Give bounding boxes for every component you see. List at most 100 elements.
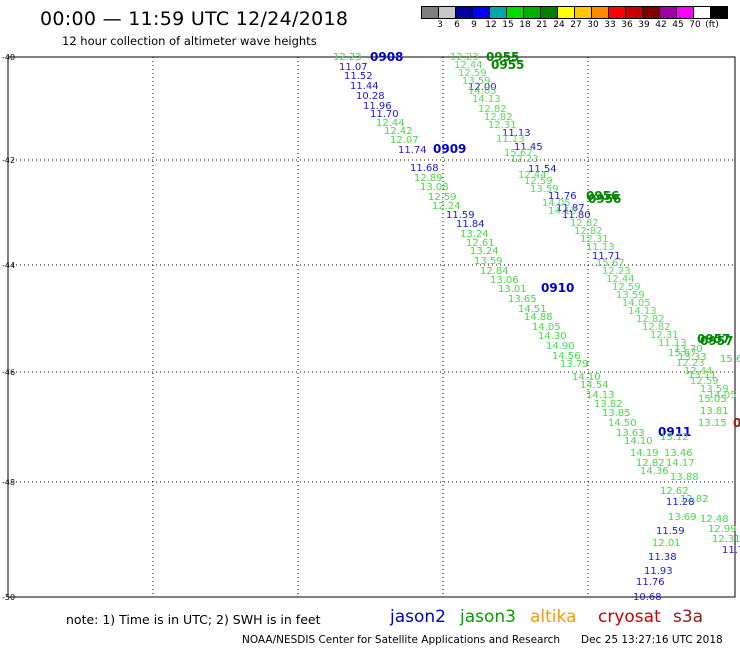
swh-value-cluster: 12.23 [510,154,539,165]
swh-value: 11.59 [656,526,685,537]
swh-value: 12.48 [700,514,729,525]
swh-value-cluster: 12.59 [690,376,719,387]
footer-timestamp: Dec 25 13:27:16 UTC 2018 [581,634,723,646]
color-scale-unit: (ft) [705,20,719,30]
pass-label: 0 [733,416,740,430]
swh-value: 12.07 [390,135,419,146]
swh-value: 12.24 [432,201,461,212]
pass-label: 0955 [486,50,519,64]
swh-value: 13.79 [560,359,589,370]
swh-value: 13.46 [664,448,693,459]
legend-jason3: jason3 [460,607,516,627]
color-scale-labels: 3 6 9 12 15 18 21 24 27 30 33 36 39 42 45 70 (ft) [422,19,728,31]
swh-value: 12.31 [712,534,740,545]
color-scale-label: 39 [638,20,650,30]
swh-value: 14.10 [624,436,653,447]
swh-value: 11.45 [514,142,543,153]
swh-value: 10.28 [356,91,385,102]
swh-value-cluster: 12.82 [574,226,603,237]
swh-value: 12.61 [466,238,495,249]
swh-value-cluster: 15.67 [504,148,533,159]
map-frame [7,56,736,598]
lat-label: -46 [2,368,15,377]
swh-value: 13.06 [490,275,519,286]
swh-value-cluster: 12.44 [518,170,547,181]
swh-value: 12.01 [652,538,681,549]
swh-value: 11.76 [548,191,577,202]
swh-value: 12.23 [333,52,362,63]
swh-value: 14.13 [586,390,615,401]
swh-value: 10.68 [633,592,662,603]
swh-value: 11.07 [339,62,368,73]
swh-value: 12.62 [660,486,689,497]
color-scale-label: 9 [471,20,477,30]
swh-value: 12.99 [708,524,737,535]
color-scale-label: 42 [655,20,667,30]
color-scale-label: 3 [437,20,443,30]
footer-note: note: 1) Time is in UTC; 2) SWH is in fe… [66,612,321,627]
pass-label: 0957 [697,332,730,346]
swh-value-cluster: 12.82 [570,218,599,229]
swh-value: 11.96 [363,101,392,112]
swh-value: 14.56 [552,351,581,362]
swh-value: 13.59 [474,256,503,267]
swh-value: 14.19 [630,448,659,459]
color-scale-label: 30 [587,20,599,30]
swh-value-cluster: 14.13 [548,206,577,217]
swh-value: 13.88 [670,472,699,483]
color-scale-label: 12 [485,20,497,30]
swh-value: 11.80 [562,210,591,221]
swh-value: 13.65 [508,294,537,305]
legend-s3a: s3a [673,607,704,627]
swh-value: 12.59 [428,192,457,203]
map-grid [7,56,736,598]
map-subtitle: 12 hour collection of altimeter wave hei… [62,34,317,48]
swh-value: 11.7 [722,545,740,556]
pass-label: 0955 [491,58,524,72]
color-scale-label: 33 [604,20,616,30]
swh-value: 12.84 [480,266,509,277]
swh-value-cluster: 13.59 [616,290,645,301]
swh-value-cluster: 12.82 [478,104,507,115]
swh-value: 13.70 [674,344,703,355]
swh-value: 11.84 [456,219,485,230]
color-scale-swatches [421,6,728,19]
swh-value-cluster: 14.13 [628,306,657,317]
swh-value: 11.52 [344,71,373,82]
lat-label: -42 [2,156,15,165]
swh-value: 14.05 [532,322,561,333]
swh-value-cluster: 12.23 [676,358,705,369]
swh-value: 12.82 [680,494,709,505]
swh-value: 15.05 [698,394,727,405]
swh-value: 11.13 [502,128,531,139]
pass-label: 0908 [370,50,403,64]
lat-label: -40 [2,53,15,62]
swh-value: 14.88 [524,312,553,323]
swh-value: 13.08 [420,182,449,193]
pass-label: 0910 [541,281,574,295]
altimeter-tracks: 0908090909100911095509550956095609570957… [333,50,740,603]
swh-value: 14.30 [538,331,567,342]
swh-value: 13.12 [660,432,689,443]
pass-label: 0909 [433,142,466,156]
color-scale-label: 21 [536,20,548,30]
swh-value-cluster: 12.44 [606,274,635,285]
swh-value-cluster: 14.05 [468,86,497,97]
swh-value-cluster: 12.23 [450,52,479,63]
swh-value: 13.11 [688,370,717,381]
swh-value-cluster: 12.44 [454,60,483,71]
swh-value: 12.82 [636,458,665,469]
map-axis-labels: -40-42-44-46-48-5003691215 [2,53,15,602]
legend-altika: altika [530,607,577,627]
swh-value-cluster: 14.05 [622,298,651,309]
swh-value-cluster: 11.13 [658,338,687,349]
swh-value: 14.50 [608,418,637,429]
swh-value-cluster: 12.31 [488,120,517,131]
swh-value-cluster: 12.31 [650,330,679,341]
swh-value: 11.38 [648,552,677,563]
swh-value-cluster: 12.59 [612,282,641,293]
map-title: 00:00 — 11:59 UTC 12/24/2018 [40,8,349,30]
swh-value: 11.54 [528,164,557,175]
legend-cryosat: cryosat [598,607,661,627]
swh-value-cluster: 14.13 [472,94,501,105]
